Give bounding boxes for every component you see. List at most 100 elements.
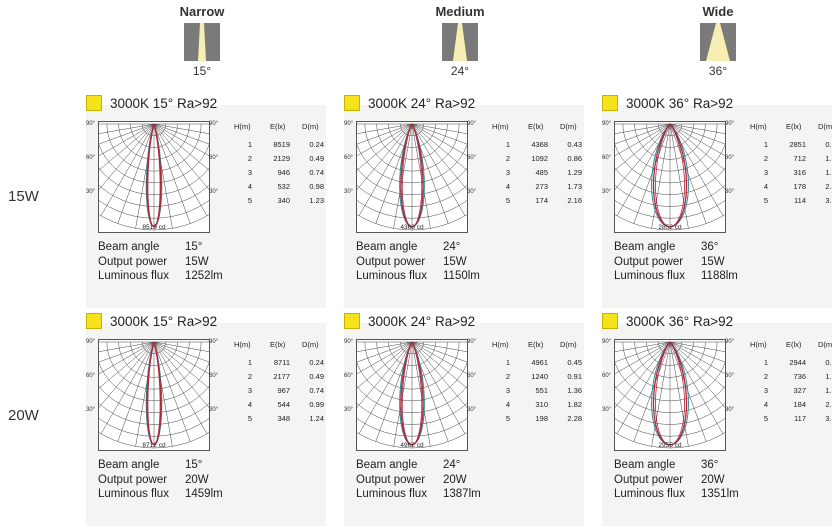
spec-value: 24° [443, 241, 461, 253]
table-cell-h: 1 [763, 358, 768, 367]
panel-title: 3000K 15° Ra>92 [110, 313, 218, 329]
table-cell-h: 2 [763, 372, 768, 381]
table-cell-e: 348 [277, 414, 290, 423]
table-header-h: H(m) [234, 340, 251, 349]
table-cell-h: 2 [763, 154, 768, 163]
table-header-e: E(lx) [786, 340, 802, 349]
spec-label: Output power [98, 255, 168, 268]
polar-diagram: 8519 cd [47, 121, 261, 233]
panel-header: 3000K 24° Ra>92 [344, 311, 475, 331]
spec-value: 36° [701, 459, 719, 471]
table-cell-h: 2 [505, 154, 510, 163]
table-cell-h: 4 [505, 400, 510, 409]
table-cell-h: 5 [505, 196, 510, 205]
table-cell-e: 4961 [531, 358, 548, 367]
table-cell-d: 2.48 [825, 182, 832, 191]
table-cell-d: 2.28 [567, 414, 582, 423]
spec-value: 15W [185, 255, 209, 268]
spec-label: Output power [356, 473, 426, 486]
spec-row-output_power: Output power 20W [614, 473, 739, 488]
angle-label-right: 60° [725, 155, 735, 161]
color-swatch-icon [86, 95, 102, 111]
power-row-label: 20W [8, 407, 39, 424]
table-cell-d: 3.10 [825, 196, 832, 205]
spec-label: Luminous flux [614, 488, 685, 500]
spec-label: Beam angle [356, 241, 418, 253]
table-header-d: D(m) [302, 122, 319, 131]
angle-label-right: 60° [725, 373, 735, 379]
table-cell-d: 0.74 [309, 386, 324, 395]
spec-label: Luminous flux [98, 270, 169, 282]
table-cell-d: 0.49 [309, 154, 324, 163]
table-cell-h: 4 [247, 182, 252, 191]
angle-label-right: 30° [209, 189, 219, 195]
table-cell-d: 1.36 [567, 386, 582, 395]
angle-label-left: 60° [344, 373, 354, 379]
beam-angle-label: 15° [192, 64, 212, 78]
table-header-e: E(lx) [270, 122, 286, 131]
table-cell-h: 5 [247, 414, 252, 423]
table-cell-h: 3 [247, 386, 252, 395]
spec-value: 20W [701, 473, 725, 486]
table-cell-e: 2177 [273, 372, 290, 381]
color-swatch-icon [602, 313, 618, 329]
beam-type-label: Narrow [179, 4, 225, 19]
table-cell-h: 3 [763, 386, 768, 395]
polar-diagram: 2852 cd [563, 121, 777, 233]
beam-type-label: Wide [702, 4, 734, 19]
angle-label-right: 60° [209, 155, 219, 161]
angle-label-left: 30° [602, 189, 612, 195]
beam-cone-icon [700, 23, 736, 61]
table-header-h: H(m) [750, 340, 767, 349]
spec-label: Output power [98, 473, 168, 486]
angle-label-left: 60° [86, 155, 96, 161]
table-cell-d: 1.24 [309, 414, 324, 423]
table-cell-d: 0.43 [567, 140, 582, 149]
table-cell-d: 0.65 [825, 358, 832, 367]
spec-row-beam_angle: Beam angle 15° [98, 240, 223, 255]
angle-label-left: 60° [602, 155, 612, 161]
table-cell-e: 2944 [789, 358, 806, 367]
table-cell-d: 1.95 [825, 386, 832, 395]
table-cell-e: 946 [277, 168, 290, 177]
table-cell-d: 0.24 [309, 140, 324, 149]
angle-label-right: 90° [725, 339, 735, 345]
color-swatch-icon [602, 95, 618, 111]
spec-value: 1351lm [701, 488, 739, 500]
beam-cone-icon [184, 23, 220, 61]
table-cell-d: 0.74 [309, 168, 324, 177]
peak-intensity-label: 4368 cd [400, 224, 424, 231]
table-cell-e: 114 [794, 196, 806, 205]
angle-label-right: 60° [467, 373, 477, 379]
table-cell-h: 1 [763, 140, 768, 149]
spec-value: 15° [185, 241, 203, 253]
photometric-panel: 3000K 15° Ra>92 8712 cd 90° 90° 60° 60° 30° 30°… [47, 313, 326, 526]
angle-label-right: 30° [467, 189, 477, 195]
spec-value: 15° [185, 459, 203, 471]
spec-list: Beam angle 15° Output power 15W Luminous flu… [98, 240, 223, 284]
spec-label: Beam angle [614, 459, 676, 471]
spec-list: Beam angle 24° Output power 15W Luminous flu… [356, 240, 480, 284]
table-cell-e: 310 [535, 400, 548, 409]
spec-list: Beam angle 24° Output power 20W Luminous flu… [356, 458, 481, 502]
table-header-h: H(m) [234, 122, 251, 131]
color-swatch-icon [344, 95, 360, 111]
photometric-panel: 3000K 24° Ra>92 4368 cd 90° 90° 60° 60° 30° 30°… [305, 95, 584, 308]
spec-value: 15W [443, 255, 467, 268]
table-cell-d: 0.99 [309, 400, 324, 409]
table-cell-e: 485 [535, 168, 548, 177]
table-cell-d: 2.60 [825, 400, 832, 409]
color-swatch-icon [86, 313, 102, 329]
angle-label-left: 60° [344, 155, 354, 161]
peak-intensity-label: 8712 cd [142, 442, 166, 449]
panel-header: 3000K 15° Ra>92 [86, 311, 217, 331]
spec-label: Beam angle [98, 241, 160, 253]
spec-value: 1387lm [443, 488, 481, 500]
table-cell-h: 1 [505, 358, 510, 367]
spec-row-luminous_flux: Luminous flux 1188lm [614, 269, 738, 284]
panel-header: 3000K 15° Ra>92 [86, 93, 217, 113]
spec-label: Luminous flux [98, 488, 169, 500]
table-header-e: E(lx) [528, 122, 544, 131]
spec-row-beam_angle: Beam angle 15° [98, 458, 223, 473]
angle-label-left: 90° [344, 121, 354, 127]
